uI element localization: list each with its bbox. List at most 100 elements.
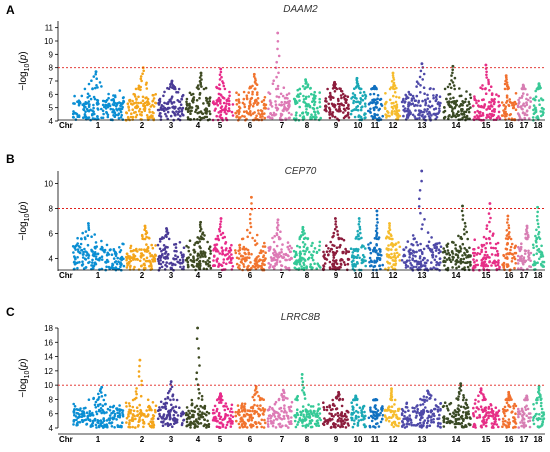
snp-point [152,417,155,420]
snp-point [426,97,430,100]
snp-point [198,115,201,119]
y-tick-label: 10 [44,381,53,390]
snp-point [524,236,527,240]
snp-point [352,398,356,401]
snp-point [282,103,286,106]
snp-point [303,243,307,246]
snp-point [255,114,258,118]
snp-point [465,398,468,402]
snp-point [173,249,176,253]
snp-point [341,415,345,418]
snp-point [92,75,96,78]
snp-point [132,255,135,259]
snp-point [298,87,302,91]
snp-point [429,87,432,90]
snp-point [311,241,314,245]
snp-point [423,264,427,268]
snp-point [274,258,278,262]
snp-point [406,420,410,423]
snp-point [270,105,274,108]
snp-point [390,242,394,245]
snp-point [443,256,447,260]
snp-point [308,415,312,419]
snp-point [287,426,290,429]
snp-point [243,103,246,106]
snp-point [215,102,218,105]
snp-point [309,410,313,414]
snp-point [205,97,209,101]
snp-point [127,415,130,418]
snp-point [528,256,531,260]
snp-point [182,419,185,422]
chromosome-5-points [211,217,235,272]
snp-point [369,101,373,104]
snp-point [331,403,335,407]
snp-point [465,230,469,234]
snp-point [250,266,253,270]
snp-point [465,248,468,252]
snp-point [205,107,209,111]
snp-point [152,414,156,418]
snp-point [100,239,103,243]
snp-point [128,421,131,425]
snp-point [369,111,372,114]
snp-point [266,423,270,426]
snp-point [73,94,76,98]
snp-point [162,94,165,98]
snp-point [346,111,350,115]
snp-point [246,248,250,252]
snp-point [328,108,332,111]
snp-point [479,405,483,409]
snp-point [489,85,493,88]
snp-point [92,396,95,400]
snp-point [277,397,281,401]
snp-point [200,112,204,115]
snp-point [379,411,383,415]
snp-point [221,249,224,252]
snp-point [100,395,104,398]
peak-snp-point [281,388,285,392]
snp-point [428,100,432,103]
snp-point [508,252,511,255]
snp-point [432,243,436,247]
snp-point [477,394,480,398]
chromosome-3-points [156,380,186,429]
snp-point [113,111,117,115]
chromosome-tick-label: 2 [140,121,145,130]
snp-point [395,86,398,90]
snp-point [219,70,223,74]
snp-point [86,415,89,418]
snp-point [261,412,265,416]
snp-point [127,254,130,258]
snp-point [103,250,106,254]
snp-point [435,93,439,97]
snp-point [259,109,263,112]
snp-point [208,256,211,260]
chromosome-tick-label: 9 [334,121,339,130]
snp-point [336,102,340,106]
snp-point [516,104,520,108]
chromosome-16-points [501,390,518,429]
snp-point [504,113,507,116]
snp-point [215,248,219,251]
snp-point [144,96,147,100]
snp-point [216,234,220,238]
snp-point [121,242,124,246]
snp-point [538,103,541,106]
snp-point [369,251,373,255]
snp-point [339,109,342,113]
snp-point [72,419,76,422]
snp-point [219,233,223,236]
snp-point [290,400,294,404]
snp-point [497,104,501,108]
snp-point [173,410,177,414]
snp-point [146,249,150,253]
snp-point [244,259,247,263]
snp-point [93,419,97,422]
snp-point [340,404,344,408]
snp-point [115,107,118,111]
snp-point [238,252,241,255]
snp-point [469,260,472,264]
snp-point [462,418,465,421]
snp-point [375,411,378,415]
